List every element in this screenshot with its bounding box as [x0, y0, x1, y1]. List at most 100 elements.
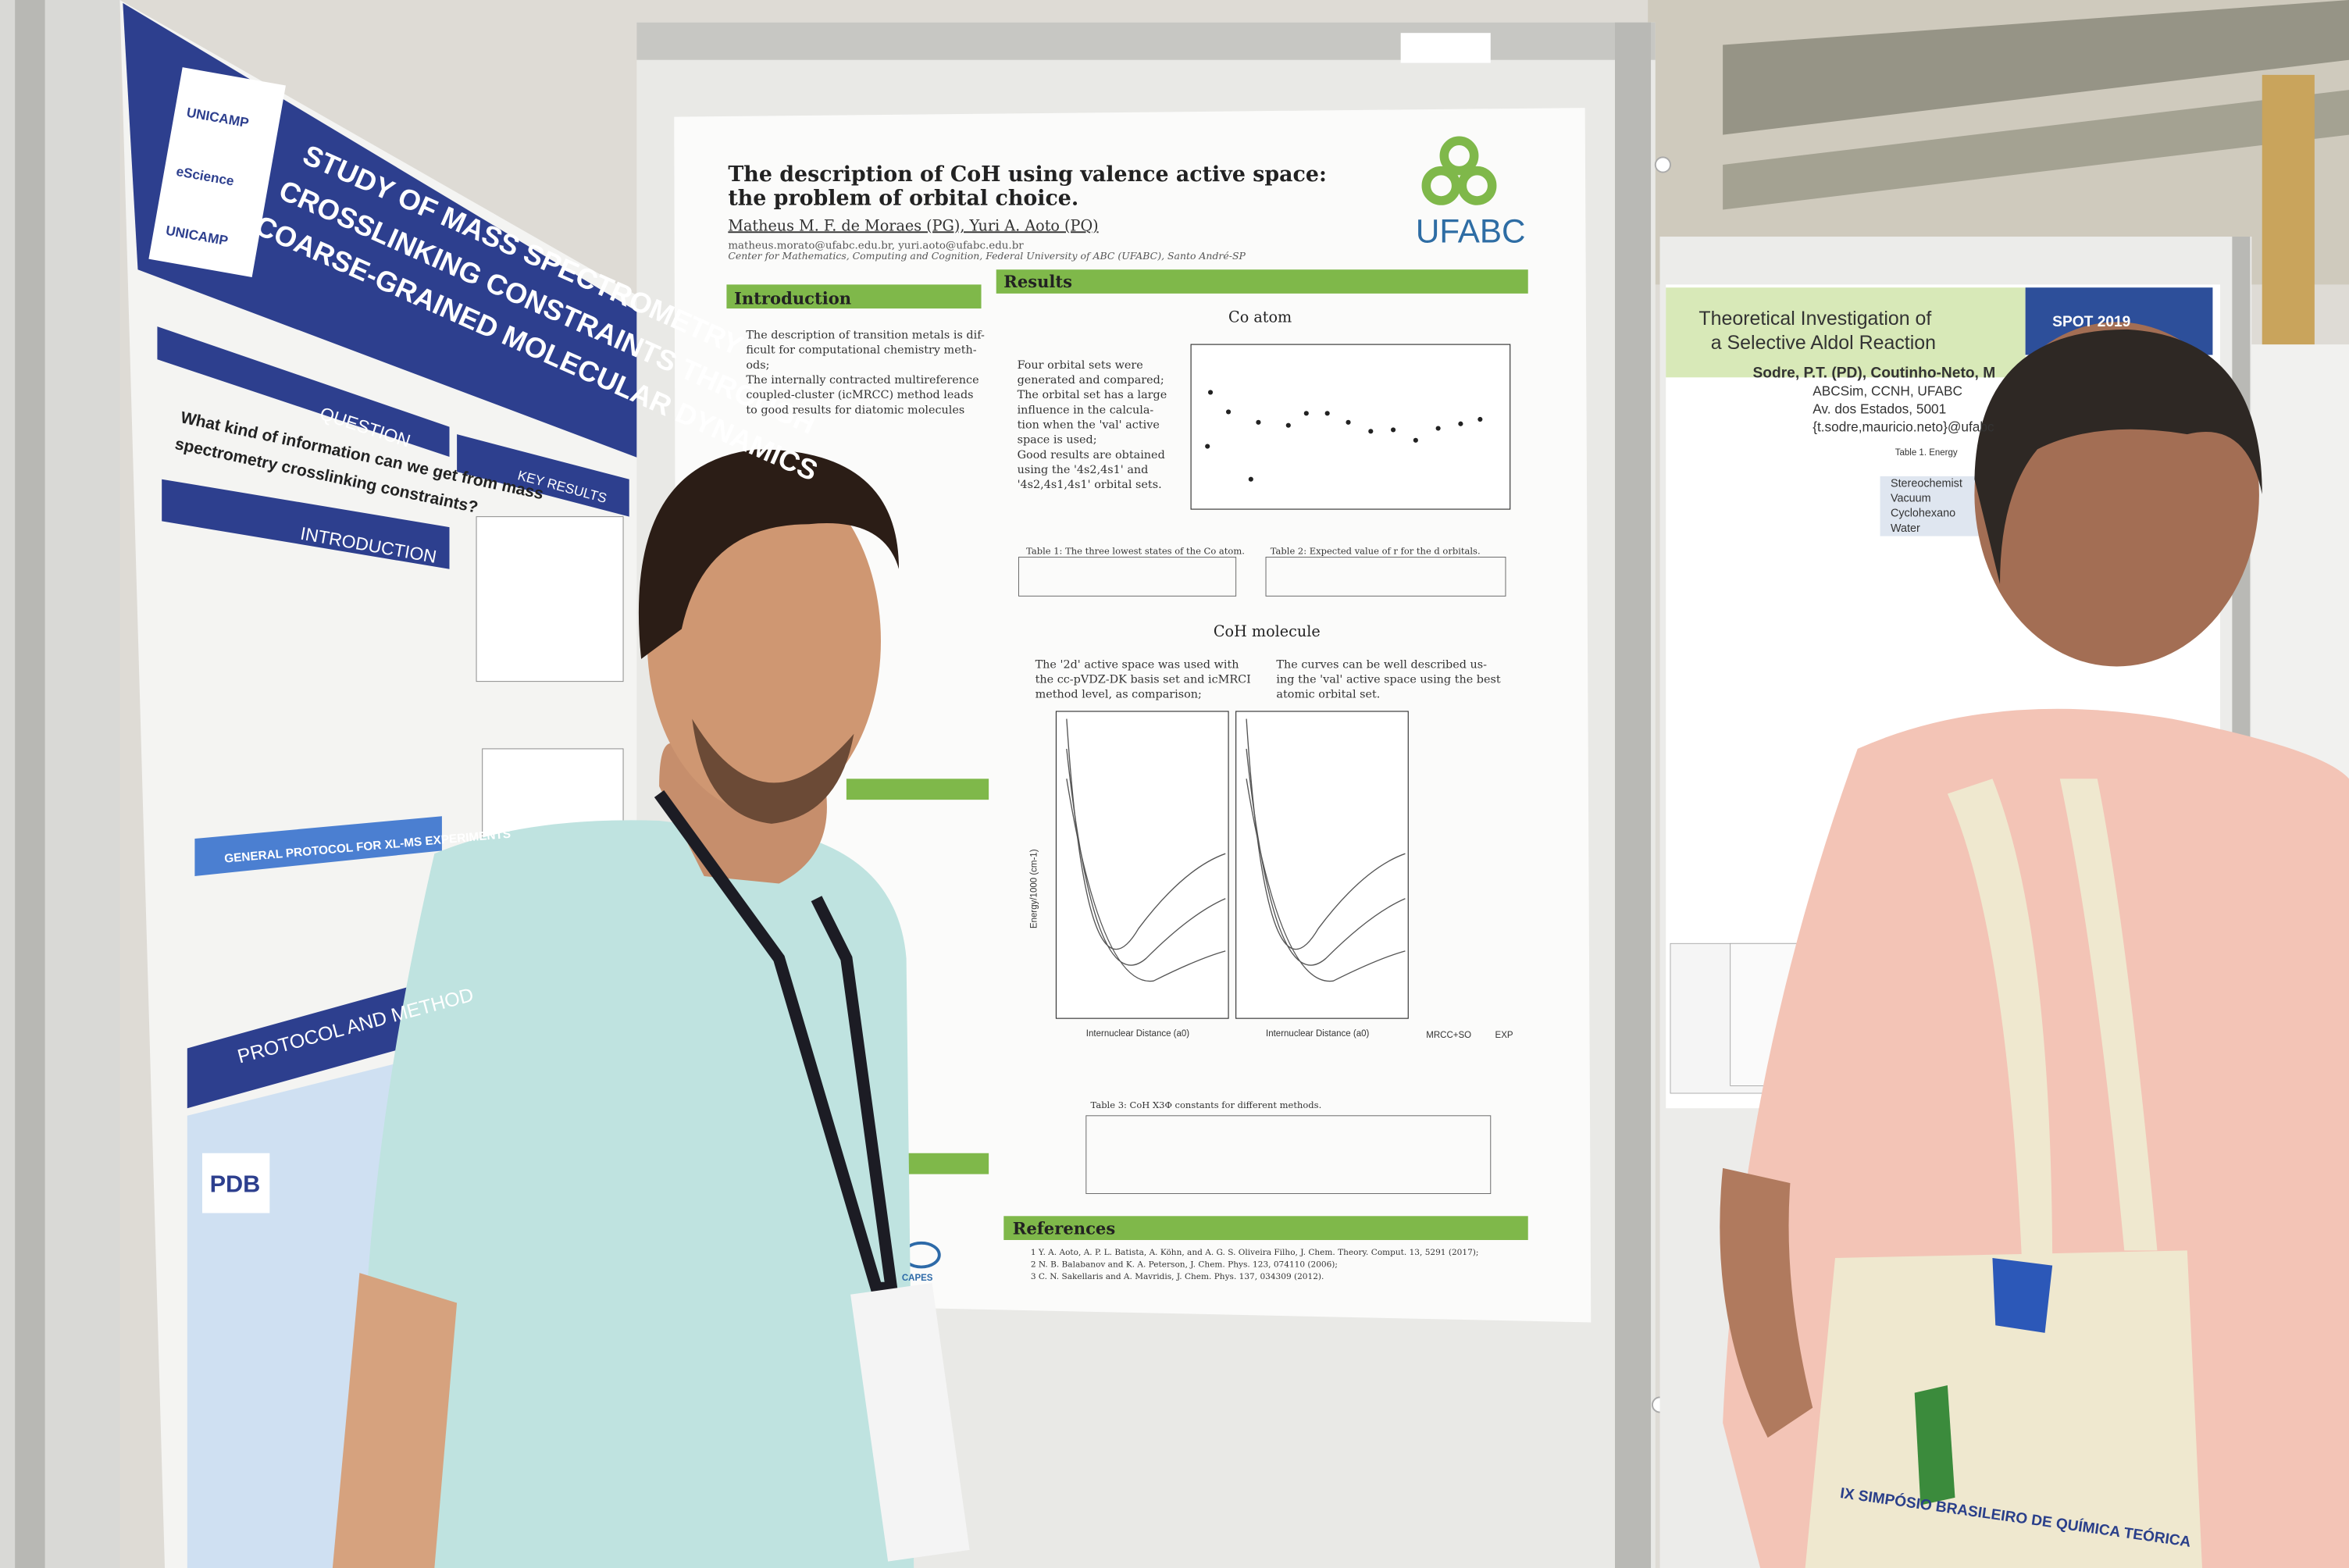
coh-text: the cc-pVDZ-DK basis set and icMRCI — [1035, 674, 1251, 686]
co-atom-text: tion when the 'val' active — [1018, 419, 1160, 432]
intro-header-bar — [726, 284, 982, 309]
right-affiliation: Av. dos Estados, 5001 — [1813, 401, 1946, 416]
reference-text: 1 Y. A. Aoto, A. P. L. Batista, A. Köhn,… — [1031, 1248, 1479, 1257]
badge — [850, 1283, 970, 1562]
question-band — [157, 326, 450, 457]
introduction-heading: Introduction — [734, 288, 851, 308]
part — [1477, 416, 1483, 422]
intro-text: ficult for computational chemistry meth- — [746, 344, 976, 357]
part — [1413, 437, 1418, 443]
person-hair — [638, 449, 900, 659]
co-atom-text: The orbital set has a large — [1018, 389, 1167, 401]
capes-text: CAPES — [902, 1274, 933, 1283]
co-atom-text: '4s2,4s1,4s1' orbital sets. — [1018, 479, 1162, 491]
part — [1458, 421, 1463, 426]
intro-text: The internally contracted multireference — [746, 374, 978, 387]
results-heading: Results — [1003, 272, 1072, 291]
person-shirt — [337, 820, 914, 1568]
affiliation: Center for Mathematics, Computing and Co… — [728, 250, 1246, 262]
part — [1368, 429, 1374, 434]
ufabc-logo-text: UFABC — [1416, 213, 1526, 250]
tote-bag — [1805, 1250, 2202, 1568]
part — [1303, 411, 1309, 416]
intro-text: coupled-cluster (icMRCC) method leads — [746, 389, 973, 401]
part — [1205, 444, 1210, 449]
part — [1346, 419, 1351, 425]
x-axis-label: Internuclear Distance (a0) — [1266, 1029, 1369, 1039]
co-atom-heading: Co atom — [1228, 308, 1292, 326]
exp-label: EXP — [1495, 1031, 1513, 1040]
key-results-band — [457, 434, 629, 517]
person-arm — [332, 1273, 458, 1568]
coh-text: The curves can be well described us- — [1276, 658, 1487, 671]
part — [1066, 718, 1226, 950]
solvent-label: Cyclohexano — [1891, 508, 1955, 520]
intro-text: The description of transition metals is … — [746, 329, 985, 341]
co-atom-text: generated and compared; — [1018, 374, 1164, 387]
co-atom-text: Good results are obtained — [1018, 449, 1165, 461]
part — [1435, 426, 1441, 431]
right-affiliation: ABCSim, CCNH, UFABC — [1813, 383, 1962, 398]
potential-curves — [1066, 718, 1406, 982]
center-board-rail — [636, 22, 1656, 60]
part — [1066, 779, 1226, 982]
emails: matheus.morato@ufabc.edu.br, yuri.aoto@u… — [728, 240, 1024, 251]
co-atom-text: influence in the calcula- — [1018, 404, 1154, 416]
part — [1246, 779, 1406, 982]
coh-heading: CoH molecule — [1214, 622, 1321, 640]
co-atom-points — [1205, 390, 1483, 482]
part — [1225, 409, 1232, 415]
right-title-line: a Selective Aldol Reaction — [1711, 332, 1936, 354]
left-board-post — [15, 0, 45, 1568]
authors: Matheus M. F. de Moraes (PG), Yuri A. Ao… — [728, 216, 1098, 234]
center-title-line: the problem of orbital choice. — [728, 187, 1078, 211]
ceiling-truss — [1723, 0, 2349, 135]
person-beard — [692, 718, 854, 824]
center-title-line: The description of CoH using valence act… — [728, 162, 1327, 187]
intro-text: to good results for diatomic molecules — [746, 404, 964, 416]
pdb-box — [201, 1153, 270, 1213]
right-authors: Sodre, P.T. (PD), Coutinho-Neto, M — [1752, 365, 1995, 381]
bag-patch — [1992, 1258, 2053, 1333]
co-atom-text: Four orbital sets were — [1018, 359, 1143, 372]
person-hair — [1974, 329, 2262, 584]
method-band — [187, 973, 458, 1109]
bag-logo — [1914, 1385, 1955, 1506]
logo-panel — [148, 67, 286, 277]
bag-strap — [1947, 779, 2053, 1274]
co-atom-plot — [1190, 344, 1511, 510]
part — [1207, 390, 1214, 395]
coh-text: The '2d' active space was used with — [1035, 658, 1239, 671]
y-axis-label: Energy/1000 (cm-1) — [1030, 849, 1039, 928]
coh-text: atomic orbital set. — [1276, 689, 1380, 701]
column — [2262, 74, 2315, 375]
right-poster-header — [1666, 287, 2026, 378]
table-1-caption: Table 1: The three lowest states of the … — [1026, 546, 1245, 557]
intro-text: ods; — [746, 359, 769, 372]
table-2-caption: Table 2: Expected value of r for the d o… — [1271, 546, 1481, 557]
coh-plot-left — [1055, 711, 1229, 1019]
part — [1421, 166, 1461, 205]
solvent-label: Vacuum — [1891, 492, 1931, 504]
bag-strap — [2059, 779, 2158, 1251]
spot-badge: SPOT 2019 — [2052, 314, 2130, 330]
table-3-caption: Table 3: CoH X3Φ constants for different… — [1091, 1099, 1322, 1110]
co-atom-text: using the '4s2,4s1' and — [1018, 464, 1149, 476]
right-affiliation: {t.sodre,mauricio.neto}@ufabc — [1813, 419, 1994, 434]
table-3 — [1085, 1115, 1492, 1195]
part — [1248, 476, 1253, 482]
ufabc-logo-mark — [1421, 136, 1497, 205]
part — [1246, 718, 1406, 950]
part — [1324, 411, 1330, 416]
part — [1391, 427, 1396, 433]
part — [1439, 136, 1479, 176]
solvent-label: Water — [1891, 522, 1920, 535]
part — [1256, 419, 1261, 425]
reference-text: 2 N. B. Balabanov and K. A. Peterson, J.… — [1031, 1260, 1338, 1270]
coh-plot-right — [1235, 711, 1409, 1019]
pca-plot — [476, 516, 624, 682]
protocol-band — [194, 816, 442, 876]
reference-text: 3 C. N. Sakellaris and A. Mavridis, J. C… — [1031, 1272, 1324, 1281]
center-board-post — [1615, 22, 1652, 1568]
